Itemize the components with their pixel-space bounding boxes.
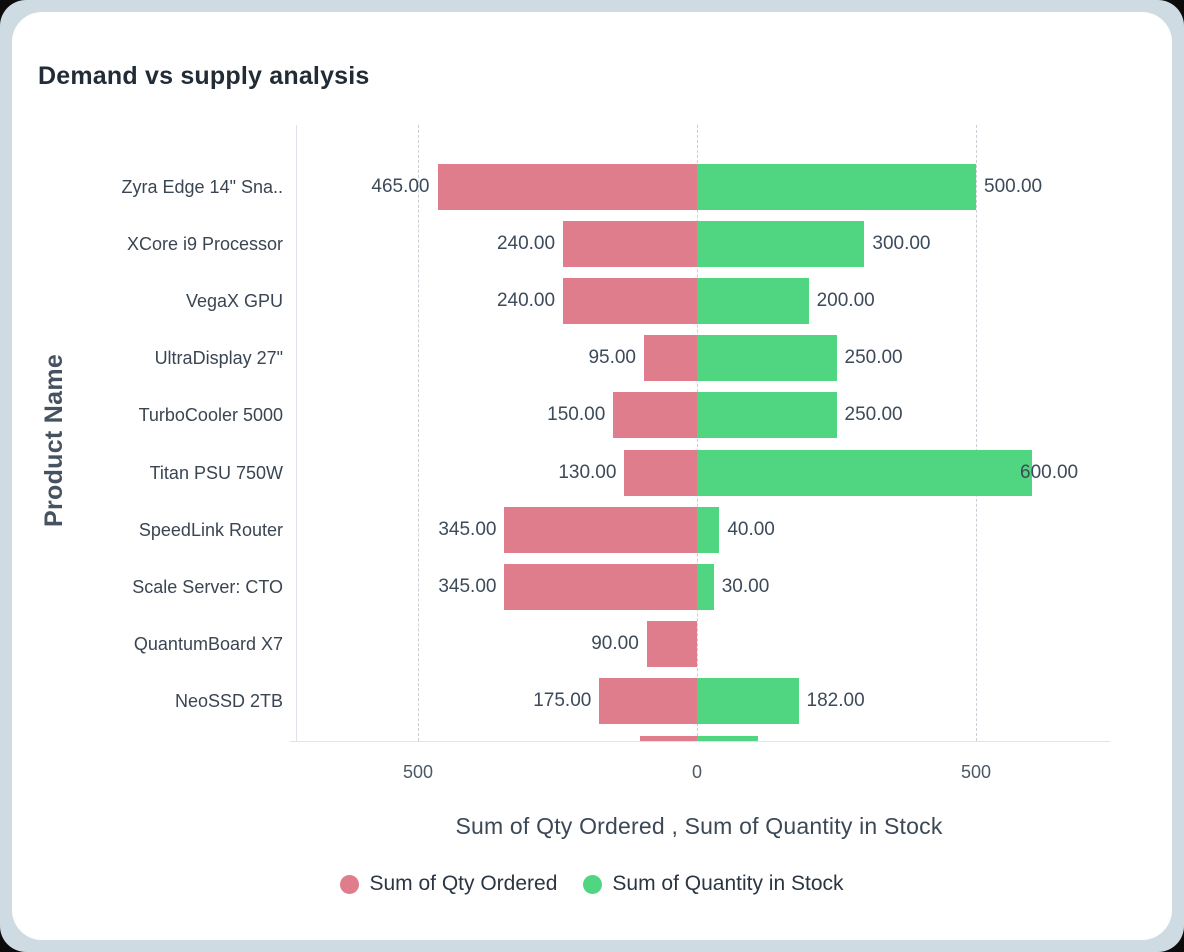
bar-quantity-in-stock[interactable] [697, 449, 1032, 496]
category-label: XCore i9 Processor [126, 233, 283, 254]
plot-area: 465.00 500.00 240.00 300.00 240.00 200.00 95.0… [290, 125, 1110, 742]
legend-dot-icon [583, 874, 603, 894]
value-label-ordered: 345.00 [438, 575, 497, 597]
gridline-500 [976, 125, 977, 741]
category-label: TurboCooler 5000 [138, 405, 283, 426]
bar-qty-ordered[interactable] [504, 506, 697, 553]
value-label-ordered: 465.00 [371, 175, 430, 197]
value-label-stock: 30.00 [721, 575, 770, 597]
bar-quantity-in-stock[interactable] [697, 163, 976, 210]
category-label: QuantumBoard X7 [133, 634, 283, 655]
bar-qty-ordered[interactable] [643, 335, 697, 382]
gridline--500 [418, 125, 419, 741]
value-label-stock: 600.00 [1020, 461, 1079, 483]
bar-qty-ordered[interactable] [599, 678, 697, 725]
value-label-ordered: 240.00 [496, 232, 556, 254]
bar-qty-ordered[interactable] [563, 220, 697, 267]
category-label: Titan PSU 750W [149, 462, 283, 483]
bar-quantity-in-stock[interactable] [697, 392, 837, 439]
bar-qty-ordered[interactable] [504, 563, 697, 610]
x-axis-title: Sum of Qty Ordered , Sum of Quantity in … [455, 813, 943, 839]
bar-quantity-in-stock[interactable] [697, 335, 837, 382]
y-axis-line [296, 125, 297, 741]
category-label: SpeedLink Router [138, 519, 283, 540]
value-label-stock: 250.00 [844, 347, 903, 369]
legend-item-quantity-in-stock[interactable]: Sum of Quantity in Stock [583, 872, 844, 896]
category-label: UltraDisplay 27" [154, 348, 283, 369]
legend-label: Sum of Quantity in Stock [612, 872, 844, 895]
value-label-stock: 182.00 [806, 690, 865, 712]
category-label: Scale Server: CTO [132, 576, 283, 597]
value-label-stock: 200.00 [816, 289, 875, 311]
legend-label: Sum of Qty Ordered [369, 872, 558, 895]
value-label-ordered: 345.00 [438, 518, 497, 540]
value-label-ordered: 240.00 [496, 289, 556, 311]
value-label-stock: 250.00 [844, 404, 903, 426]
value-label-ordered: 130.00 [558, 461, 617, 483]
legend-dot-icon [340, 874, 360, 894]
category-label: NeoSSD 2TB [174, 691, 283, 712]
value-label-stock: 500.00 [984, 175, 1043, 197]
bar-quantity-in-stock[interactable] [697, 678, 799, 725]
bar-quantity-in-stock[interactable] [697, 220, 865, 267]
bar-qty-ordered[interactable] [613, 392, 697, 439]
bar-quantity-in-stock[interactable] [697, 506, 720, 553]
value-label-ordered: 150.00 [547, 404, 606, 426]
value-label-ordered: 90.00 [591, 633, 639, 655]
value-label-stock: 40.00 [727, 518, 775, 540]
legend-item-qty-ordered[interactable]: Sum of Qty Ordered [340, 872, 557, 896]
bar-quantity-in-stock-partial[interactable] [697, 735, 758, 741]
x-tick-zero: 0 [691, 762, 702, 782]
bar-quantity-in-stock[interactable] [697, 563, 714, 610]
bar-qty-ordered-partial[interactable] [640, 735, 697, 741]
bar-qty-ordered[interactable] [437, 163, 697, 210]
bar-qty-ordered[interactable] [563, 277, 697, 324]
bar-quantity-in-stock[interactable] [697, 277, 809, 324]
value-label-ordered: 175.00 [533, 690, 592, 712]
chart-legend: Sum of Qty Ordered Sum of Quantity in Sto… [0, 872, 1184, 896]
chart-title: Demand vs supply analysis [38, 62, 370, 90]
bar-qty-ordered[interactable] [624, 449, 697, 496]
value-label-ordered: 95.00 [588, 347, 636, 369]
x-tick-pos500: 500 [960, 762, 992, 782]
bar-qty-ordered[interactable] [646, 621, 697, 668]
category-label: Zyra Edge 14" Sna.. [121, 176, 283, 197]
value-label-stock: 300.00 [872, 232, 931, 254]
x-tick-neg500: 500 [402, 762, 434, 782]
category-label: VegaX GPU [185, 290, 283, 311]
